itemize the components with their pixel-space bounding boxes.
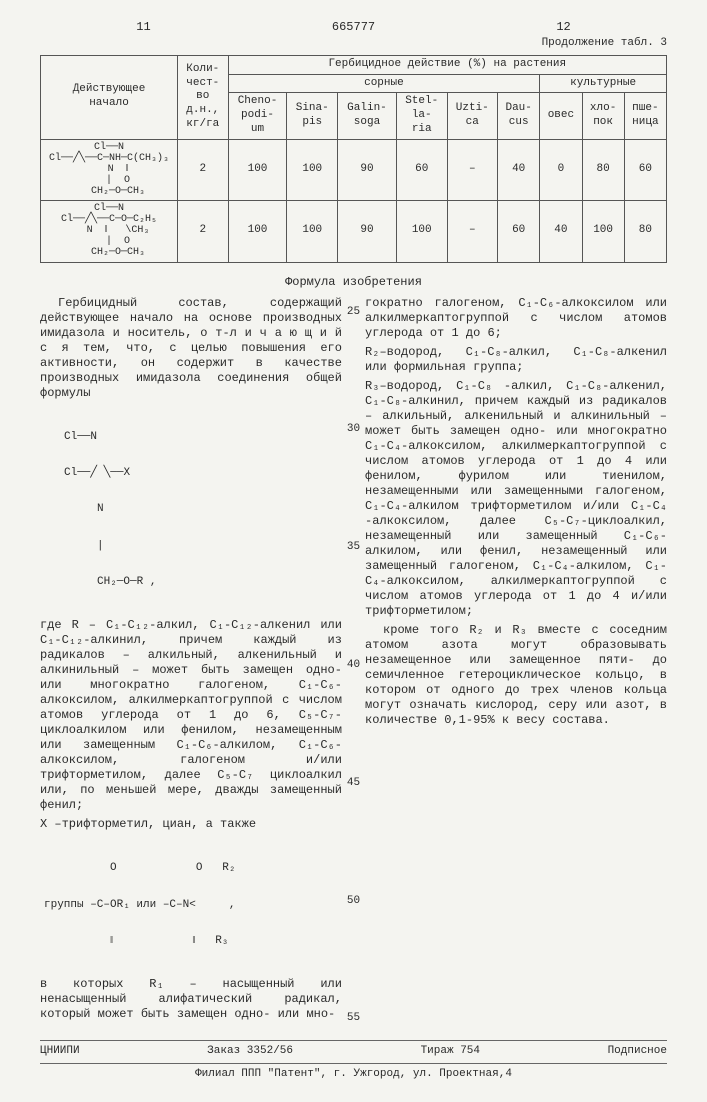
chem-line: Cl──╱ ╲──X: [64, 467, 342, 479]
table-row: Cl──N Cl──╱╲──C─NH─C(CH₃)₃ N ‖ | O CH₂─O…: [41, 139, 667, 201]
val-cell: 40: [540, 201, 582, 263]
th-col: Dau- cus: [498, 93, 540, 139]
val-cell: 100: [287, 139, 338, 201]
page-left: 11: [40, 20, 247, 35]
chem-structure-cell: Cl──N Cl──╱╲──C─NH─C(CH₃)₃ N ‖ | O CH₂─O…: [41, 139, 178, 201]
th-cultured: культурные: [540, 74, 667, 93]
val-cell: 0: [540, 139, 582, 201]
th-col: Cheno- podi- um: [228, 93, 287, 139]
paragraph: где R – C₁-C₁₂-алкил, C₁-C₁₂-алкенил или…: [40, 618, 342, 813]
val-cell: 80: [582, 139, 624, 201]
val-cell: 60: [396, 139, 447, 201]
footer-address: Филиал ППП "Патент", г. Ужгород, ул. Про…: [40, 1068, 667, 1082]
claim-title: Формула изобретения: [40, 275, 667, 290]
chem-line: N: [64, 503, 342, 515]
chem-line: | O: [61, 236, 157, 247]
val-cell: 100: [228, 201, 287, 263]
th-col: Stel- la- ria: [396, 93, 447, 139]
table-continuation: Продолжение табл. 3: [40, 37, 667, 51]
val-cell: –: [447, 139, 498, 201]
page-right: 12: [460, 20, 667, 35]
chem-formula-groups: O O R₂ группы –C–OR₁ или –C–N< , ‖ ‖ R₃: [44, 838, 342, 971]
chem-line: Cl──N: [61, 203, 157, 214]
paragraph: R₂–водород, C₁-C₈-алкил, C₁-C₈-алкенил и…: [365, 345, 667, 375]
dose-cell: 2: [178, 201, 229, 263]
line-number-column: 25 30 35 40 45 50 55: [342, 296, 365, 1027]
chem-line: N ‖ \CH₃: [61, 225, 157, 236]
paragraph: R₃–водород, C₁-C₈ -алкил, C₁-C₈-алкенил,…: [365, 379, 667, 619]
chem-line: CH₂─O─CH₃: [61, 247, 157, 258]
th-col: пше- ница: [624, 93, 666, 139]
chem-line: Cl──╱╲──C─NH─C(CH₃)₃: [49, 153, 169, 164]
chem-line: CH₂─O─CH₃: [49, 186, 169, 197]
page-numbers: 11 665777 12: [40, 20, 667, 35]
th-qty: Коли- чест- во д.н., кг/га: [178, 55, 229, 139]
footer: ЦНИИПИ Заказ 3352/56 Тираж 754 Подписное…: [40, 1045, 667, 1082]
paragraph: кроме того R₂ и R₃ вместе с соседним ато…: [365, 623, 667, 728]
tiraj-num: 754: [460, 1045, 480, 1057]
th-col: Galin- soga: [338, 93, 397, 139]
chem-line: Cl──N: [64, 431, 342, 443]
th-col: овес: [540, 93, 582, 139]
th-weedy: сорные: [228, 74, 540, 93]
val-cell: 40: [498, 139, 540, 201]
th-active: Действующее начало: [41, 55, 178, 139]
chem-line: N ‖: [49, 164, 169, 175]
two-column-body: Гербицидный состав, содержащий действующ…: [40, 296, 667, 1027]
val-cell: 100: [582, 201, 624, 263]
footer-separator: [40, 1040, 667, 1041]
line-num: 45: [342, 777, 365, 791]
footer-sub: Подписное: [608, 1045, 667, 1059]
chem-line: ‖ ‖ R₃: [44, 935, 342, 947]
footer-org: ЦНИИПИ: [40, 1045, 80, 1059]
order-label: Заказ: [207, 1045, 240, 1057]
val-cell: –: [447, 201, 498, 263]
line-num: 35: [342, 541, 365, 555]
val-cell: 60: [624, 139, 666, 201]
herbicide-table: Действующее начало Коли- чест- во д.н., …: [40, 55, 667, 263]
chem-structure-cell: Cl──N Cl──╱╲──C─O─C₂H₅ N ‖ \CH₃ | O CH₂─…: [41, 201, 178, 263]
val-cell: 60: [498, 201, 540, 263]
chem-line: CH₂─O─R ,: [64, 576, 342, 588]
chem-line: Cl──N: [49, 142, 169, 153]
line-num: 50: [342, 895, 365, 909]
paragraph: X –трифторметил, циан, а также: [40, 817, 342, 832]
line-num: 40: [342, 659, 365, 673]
dose-cell: 2: [178, 139, 229, 201]
page-center: 665777: [250, 20, 457, 35]
chem-line: |: [64, 540, 342, 552]
val-cell: 90: [338, 201, 397, 263]
val-cell: 100: [228, 139, 287, 201]
line-num: 55: [342, 1012, 365, 1026]
chem-line: Cl──╱╲──C─O─C₂H₅: [61, 214, 157, 225]
left-column: Гербицидный состав, содержащий действующ…: [40, 296, 342, 1027]
val-cell: 80: [624, 201, 666, 263]
right-column: гократно галогеном, C₁-C₆-алкоксилом или…: [365, 296, 667, 1027]
chem-line: | O: [49, 175, 169, 186]
paragraph: Гербицидный состав, содержащий действующ…: [40, 296, 342, 401]
line-num: 25: [342, 306, 365, 320]
paragraph: гократно галогеном, C₁-C₆-алкоксилом или…: [365, 296, 667, 341]
th-col: хло- пок: [582, 93, 624, 139]
line-num: 30: [342, 423, 365, 437]
val-cell: 100: [287, 201, 338, 263]
table-row: Cl──N Cl──╱╲──C─O─C₂H₅ N ‖ \CH₃ | O CH₂─…: [41, 201, 667, 263]
chem-line: группы –C–OR₁ или –C–N< ,: [44, 899, 342, 911]
th-col: Uzti- ca: [447, 93, 498, 139]
val-cell: 90: [338, 139, 397, 201]
order-num: 3352/56: [247, 1045, 293, 1057]
chem-line: O O R₂: [44, 862, 342, 874]
tiraj-label: Тираж: [421, 1045, 454, 1057]
th-main: Гербицидное действие (%) на растения: [228, 55, 666, 74]
th-col: Sina- pis: [287, 93, 338, 139]
val-cell: 100: [396, 201, 447, 263]
footer-separator-2: [40, 1063, 667, 1064]
chem-formula-main: Cl──N Cl──╱ ╲──X N | CH₂─O─R ,: [64, 407, 342, 613]
